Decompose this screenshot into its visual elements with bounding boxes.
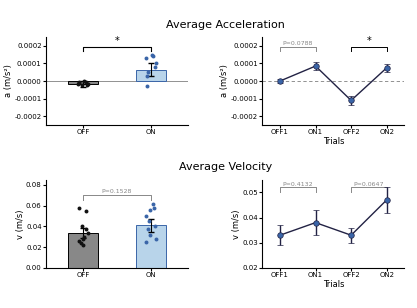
Point	[152, 237, 159, 241]
Point	[153, 61, 159, 66]
X-axis label: Trials: Trials	[323, 137, 344, 146]
Point	[85, 81, 91, 86]
Point	[153, 61, 159, 66]
Point	[149, 52, 156, 57]
Text: Average Velocity: Average Velocity	[178, 162, 272, 172]
Point	[77, 241, 84, 245]
Point	[150, 54, 156, 59]
Point	[150, 54, 156, 59]
Point	[78, 82, 85, 87]
Point	[76, 80, 83, 85]
Point	[84, 83, 90, 87]
Point	[145, 219, 152, 224]
Point	[149, 52, 156, 57]
Text: P=0.0647: P=0.0647	[354, 182, 384, 187]
Point	[82, 226, 89, 231]
Point	[152, 224, 159, 229]
Text: P=0.0788: P=0.0788	[283, 41, 313, 46]
Point	[144, 73, 151, 78]
Y-axis label: a (m/s²): a (m/s²)	[4, 65, 13, 97]
Bar	[136, 225, 166, 268]
Point	[80, 234, 87, 239]
Point	[142, 56, 149, 61]
Point	[81, 79, 88, 83]
Point	[80, 237, 86, 241]
Bar	[136, 70, 166, 81]
Point	[76, 81, 83, 86]
Point	[144, 70, 151, 75]
Y-axis label: a (m/s²): a (m/s²)	[220, 65, 229, 97]
Point	[150, 201, 156, 206]
Point	[143, 240, 149, 245]
Y-axis label: v (m/s): v (m/s)	[232, 209, 241, 239]
Point	[146, 207, 153, 212]
Point	[151, 64, 158, 69]
Point	[79, 224, 86, 229]
Point	[82, 79, 89, 84]
Point	[144, 73, 151, 78]
Point	[144, 84, 151, 89]
Point	[75, 82, 82, 87]
Point	[143, 214, 150, 219]
Point	[83, 209, 90, 213]
Text: P=0.1528: P=0.1528	[102, 189, 132, 194]
Y-axis label: v (m/s): v (m/s)	[15, 209, 25, 239]
Point	[85, 230, 92, 235]
Point	[144, 84, 151, 89]
Point	[144, 226, 151, 231]
Text: *: *	[115, 36, 119, 46]
Point	[80, 243, 86, 248]
Point	[151, 64, 158, 69]
Text: *: *	[367, 36, 371, 46]
Point	[151, 205, 158, 210]
Point	[144, 70, 151, 75]
Point	[147, 232, 154, 237]
Point	[75, 205, 82, 210]
X-axis label: Trials: Trials	[323, 280, 344, 289]
Point	[142, 56, 149, 61]
Bar	[68, 233, 98, 268]
Text: Average Acceleration: Average Acceleration	[166, 20, 285, 30]
Text: P=0.4132: P=0.4132	[282, 182, 313, 187]
Point	[75, 238, 82, 243]
Bar	[68, 81, 98, 84]
